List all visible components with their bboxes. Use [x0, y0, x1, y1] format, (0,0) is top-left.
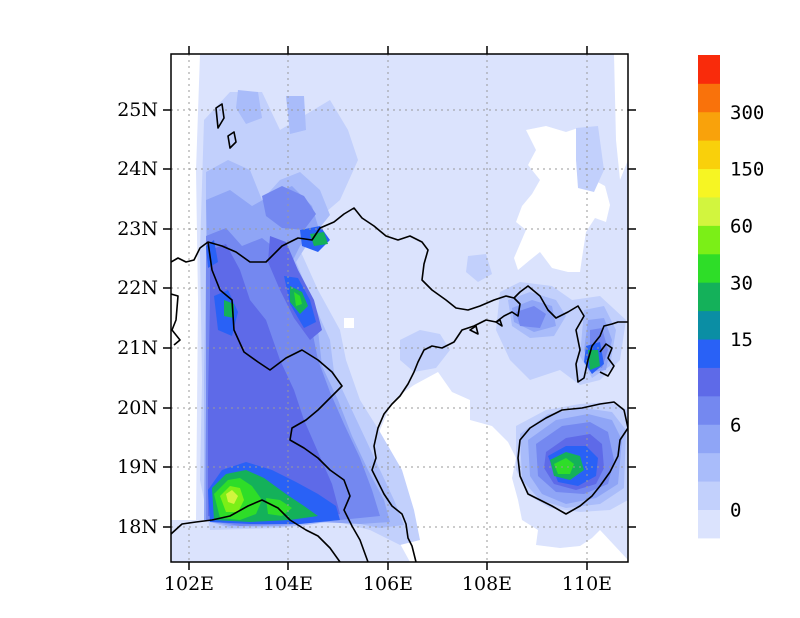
small-island-4	[495, 319, 503, 327]
colorbar-swatch	[698, 367, 720, 397]
colorbar-label: 6	[730, 414, 741, 436]
colorbar-swatch	[698, 111, 720, 141]
colorbar-swatch	[698, 395, 720, 425]
colorbar-swatch	[698, 168, 720, 198]
y-tick-label: 21N	[117, 337, 158, 359]
y-tick-labels: 18N 19N 20N 21N 22N 23N 24N 25N	[117, 99, 158, 538]
china-vietnam-border	[171, 207, 515, 311]
small-island-2	[227, 131, 237, 149]
y-tick-label: 24N	[117, 158, 158, 180]
map-plot-area	[171, 54, 628, 562]
nodata-region-small	[344, 318, 354, 328]
y-tick-label: 25N	[117, 99, 158, 121]
hainan-island-coast	[517, 401, 628, 515]
china-south-coastline	[513, 285, 628, 383]
graticule-grid	[171, 54, 628, 562]
colorbar-swatch	[698, 55, 720, 84]
x-tick-labels: 102E 104E 106E 108E 110E	[164, 573, 612, 595]
nodata-region-ne	[614, 54, 628, 180]
y-tick-label: 22N	[117, 277, 158, 299]
small-island-3	[469, 325, 479, 335]
colorbar-swatch	[698, 197, 720, 226]
colorbar: 0 6 15 30 60 150 300	[698, 55, 764, 539]
x-tick-label: 106E	[363, 573, 413, 595]
colorbar-label: 300	[730, 102, 764, 124]
plot-frame	[170, 53, 629, 563]
y-tick-label: 20N	[117, 397, 158, 419]
axis-tick-marks	[163, 46, 636, 570]
colorbar-label: 30	[730, 272, 753, 294]
colorbar-swatch	[698, 310, 720, 340]
colorbar-swatch	[698, 282, 720, 312]
precip-level-11	[226, 490, 238, 504]
colorbar-swatch	[698, 509, 720, 539]
colorbar-swatch	[698, 140, 720, 170]
y-tick-label: 23N	[117, 218, 158, 240]
colorbar-swatch	[698, 481, 720, 510]
laos-thailand-border	[171, 499, 341, 562]
leizhou-coast	[599, 343, 615, 377]
colorbar-swatch	[698, 452, 720, 482]
colorbar-label: 60	[730, 215, 753, 237]
y-tick-label: 19N	[117, 456, 158, 478]
x-tick-label: 110E	[562, 573, 612, 595]
colorbar-swatch	[698, 424, 720, 454]
nodata-region-gulf	[372, 372, 628, 562]
colorbar-swatch	[698, 225, 720, 255]
y-tick-label: 18N	[117, 516, 158, 538]
x-tick-label: 108E	[462, 573, 512, 595]
colorbar-label: 0	[730, 500, 741, 522]
colorbar-swatch	[698, 83, 720, 113]
laos-vietnam-border	[207, 241, 369, 562]
nodata-region-west-edge	[171, 54, 200, 520]
laos-border-north	[171, 293, 181, 346]
colorbar-label: 150	[730, 159, 764, 181]
small-island-1	[215, 103, 225, 129]
colorbar-label: 15	[730, 329, 753, 351]
colorbar-swatch	[698, 339, 720, 368]
x-tick-label: 102E	[164, 573, 214, 595]
coastlines-and-borders	[171, 103, 628, 562]
x-tick-label: 104E	[263, 573, 313, 595]
colorbar-swatch	[698, 253, 720, 283]
